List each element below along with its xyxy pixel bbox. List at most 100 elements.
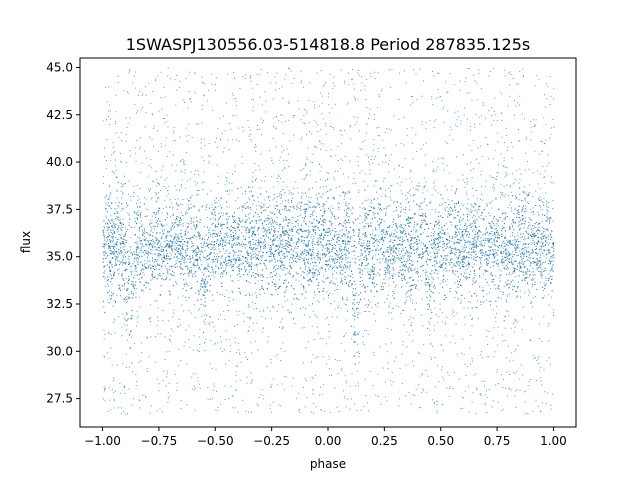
data-point — [440, 240, 442, 242]
data-point — [334, 290, 336, 291]
data-point — [468, 266, 470, 268]
data-point — [408, 225, 409, 227]
data-point — [439, 232, 441, 233]
data-point — [339, 258, 341, 260]
data-point — [401, 274, 403, 276]
data-point — [548, 202, 550, 204]
data-point — [158, 275, 160, 277]
data-point — [204, 283, 205, 285]
data-point — [200, 237, 202, 239]
data-point — [250, 191, 252, 193]
data-point — [250, 187, 252, 189]
data-point — [471, 254, 473, 256]
data-point — [458, 263, 460, 265]
data-point — [455, 256, 457, 258]
data-point — [366, 199, 368, 201]
data-point — [238, 271, 240, 272]
data-point — [146, 243, 148, 245]
data-point — [482, 287, 484, 289]
data-point — [476, 247, 477, 249]
data-point — [154, 191, 156, 193]
data-point — [535, 227, 537, 228]
data-point — [116, 254, 118, 255]
data-point — [119, 218, 121, 220]
data-point — [514, 268, 516, 270]
data-point — [251, 294, 253, 296]
data-point — [167, 216, 169, 218]
data-point — [335, 218, 337, 220]
data-point — [445, 280, 447, 282]
data-point — [540, 251, 542, 253]
data-point — [154, 249, 156, 251]
data-point — [341, 255, 342, 257]
data-point — [213, 273, 215, 275]
data-point — [356, 308, 357, 310]
data-point — [477, 300, 478, 302]
data-point — [479, 260, 481, 262]
data-point — [300, 274, 302, 276]
data-point — [131, 281, 133, 282]
data-point — [131, 273, 133, 275]
data-point — [200, 269, 201, 270]
data-point — [461, 264, 463, 266]
data-point — [223, 212, 224, 214]
data-point — [269, 222, 271, 224]
data-point — [399, 225, 401, 227]
data-point — [221, 283, 223, 284]
data-point — [329, 210, 331, 212]
data-point — [527, 283, 529, 285]
data-point — [433, 252, 435, 254]
data-point — [402, 243, 403, 245]
data-point — [248, 242, 250, 244]
data-point — [540, 237, 542, 239]
data-point — [412, 243, 414, 245]
data-point — [247, 214, 249, 216]
data-point — [355, 385, 357, 387]
data-point — [125, 262, 127, 263]
data-point — [507, 207, 509, 209]
data-point — [225, 241, 227, 243]
data-point — [181, 253, 183, 255]
data-point — [285, 216, 286, 218]
data-point — [430, 274, 432, 275]
data-point — [336, 233, 338, 235]
data-point — [143, 290, 145, 292]
data-point — [511, 234, 513, 236]
data-point — [158, 241, 160, 243]
data-point — [520, 270, 522, 272]
data-point — [319, 241, 321, 243]
data-point — [264, 264, 266, 266]
data-point — [451, 224, 453, 226]
data-point — [473, 242, 475, 244]
data-point — [142, 268, 143, 270]
data-point — [225, 242, 227, 244]
data-point — [262, 224, 264, 226]
data-point — [177, 234, 179, 236]
data-point — [340, 281, 341, 283]
data-point — [507, 256, 508, 258]
data-point — [384, 261, 386, 263]
data-point — [154, 236, 156, 238]
data-point — [429, 304, 431, 306]
data-point — [493, 238, 495, 240]
data-point — [116, 215, 118, 217]
data-point — [432, 277, 434, 279]
data-point — [475, 236, 477, 238]
data-point — [134, 269, 136, 271]
data-point — [177, 204, 179, 206]
data-point — [163, 254, 165, 256]
data-point — [349, 268, 351, 270]
data-point — [280, 260, 282, 262]
data-point — [299, 214, 301, 216]
data-point — [399, 231, 401, 233]
data-point — [104, 265, 106, 267]
data-point — [465, 275, 467, 277]
data-point — [238, 279, 240, 281]
data-point — [262, 246, 264, 248]
data-point — [461, 251, 463, 252]
data-point — [108, 234, 110, 236]
data-point — [130, 266, 132, 268]
data-point — [180, 224, 182, 225]
data-point — [134, 226, 136, 228]
data-point — [474, 226, 476, 228]
